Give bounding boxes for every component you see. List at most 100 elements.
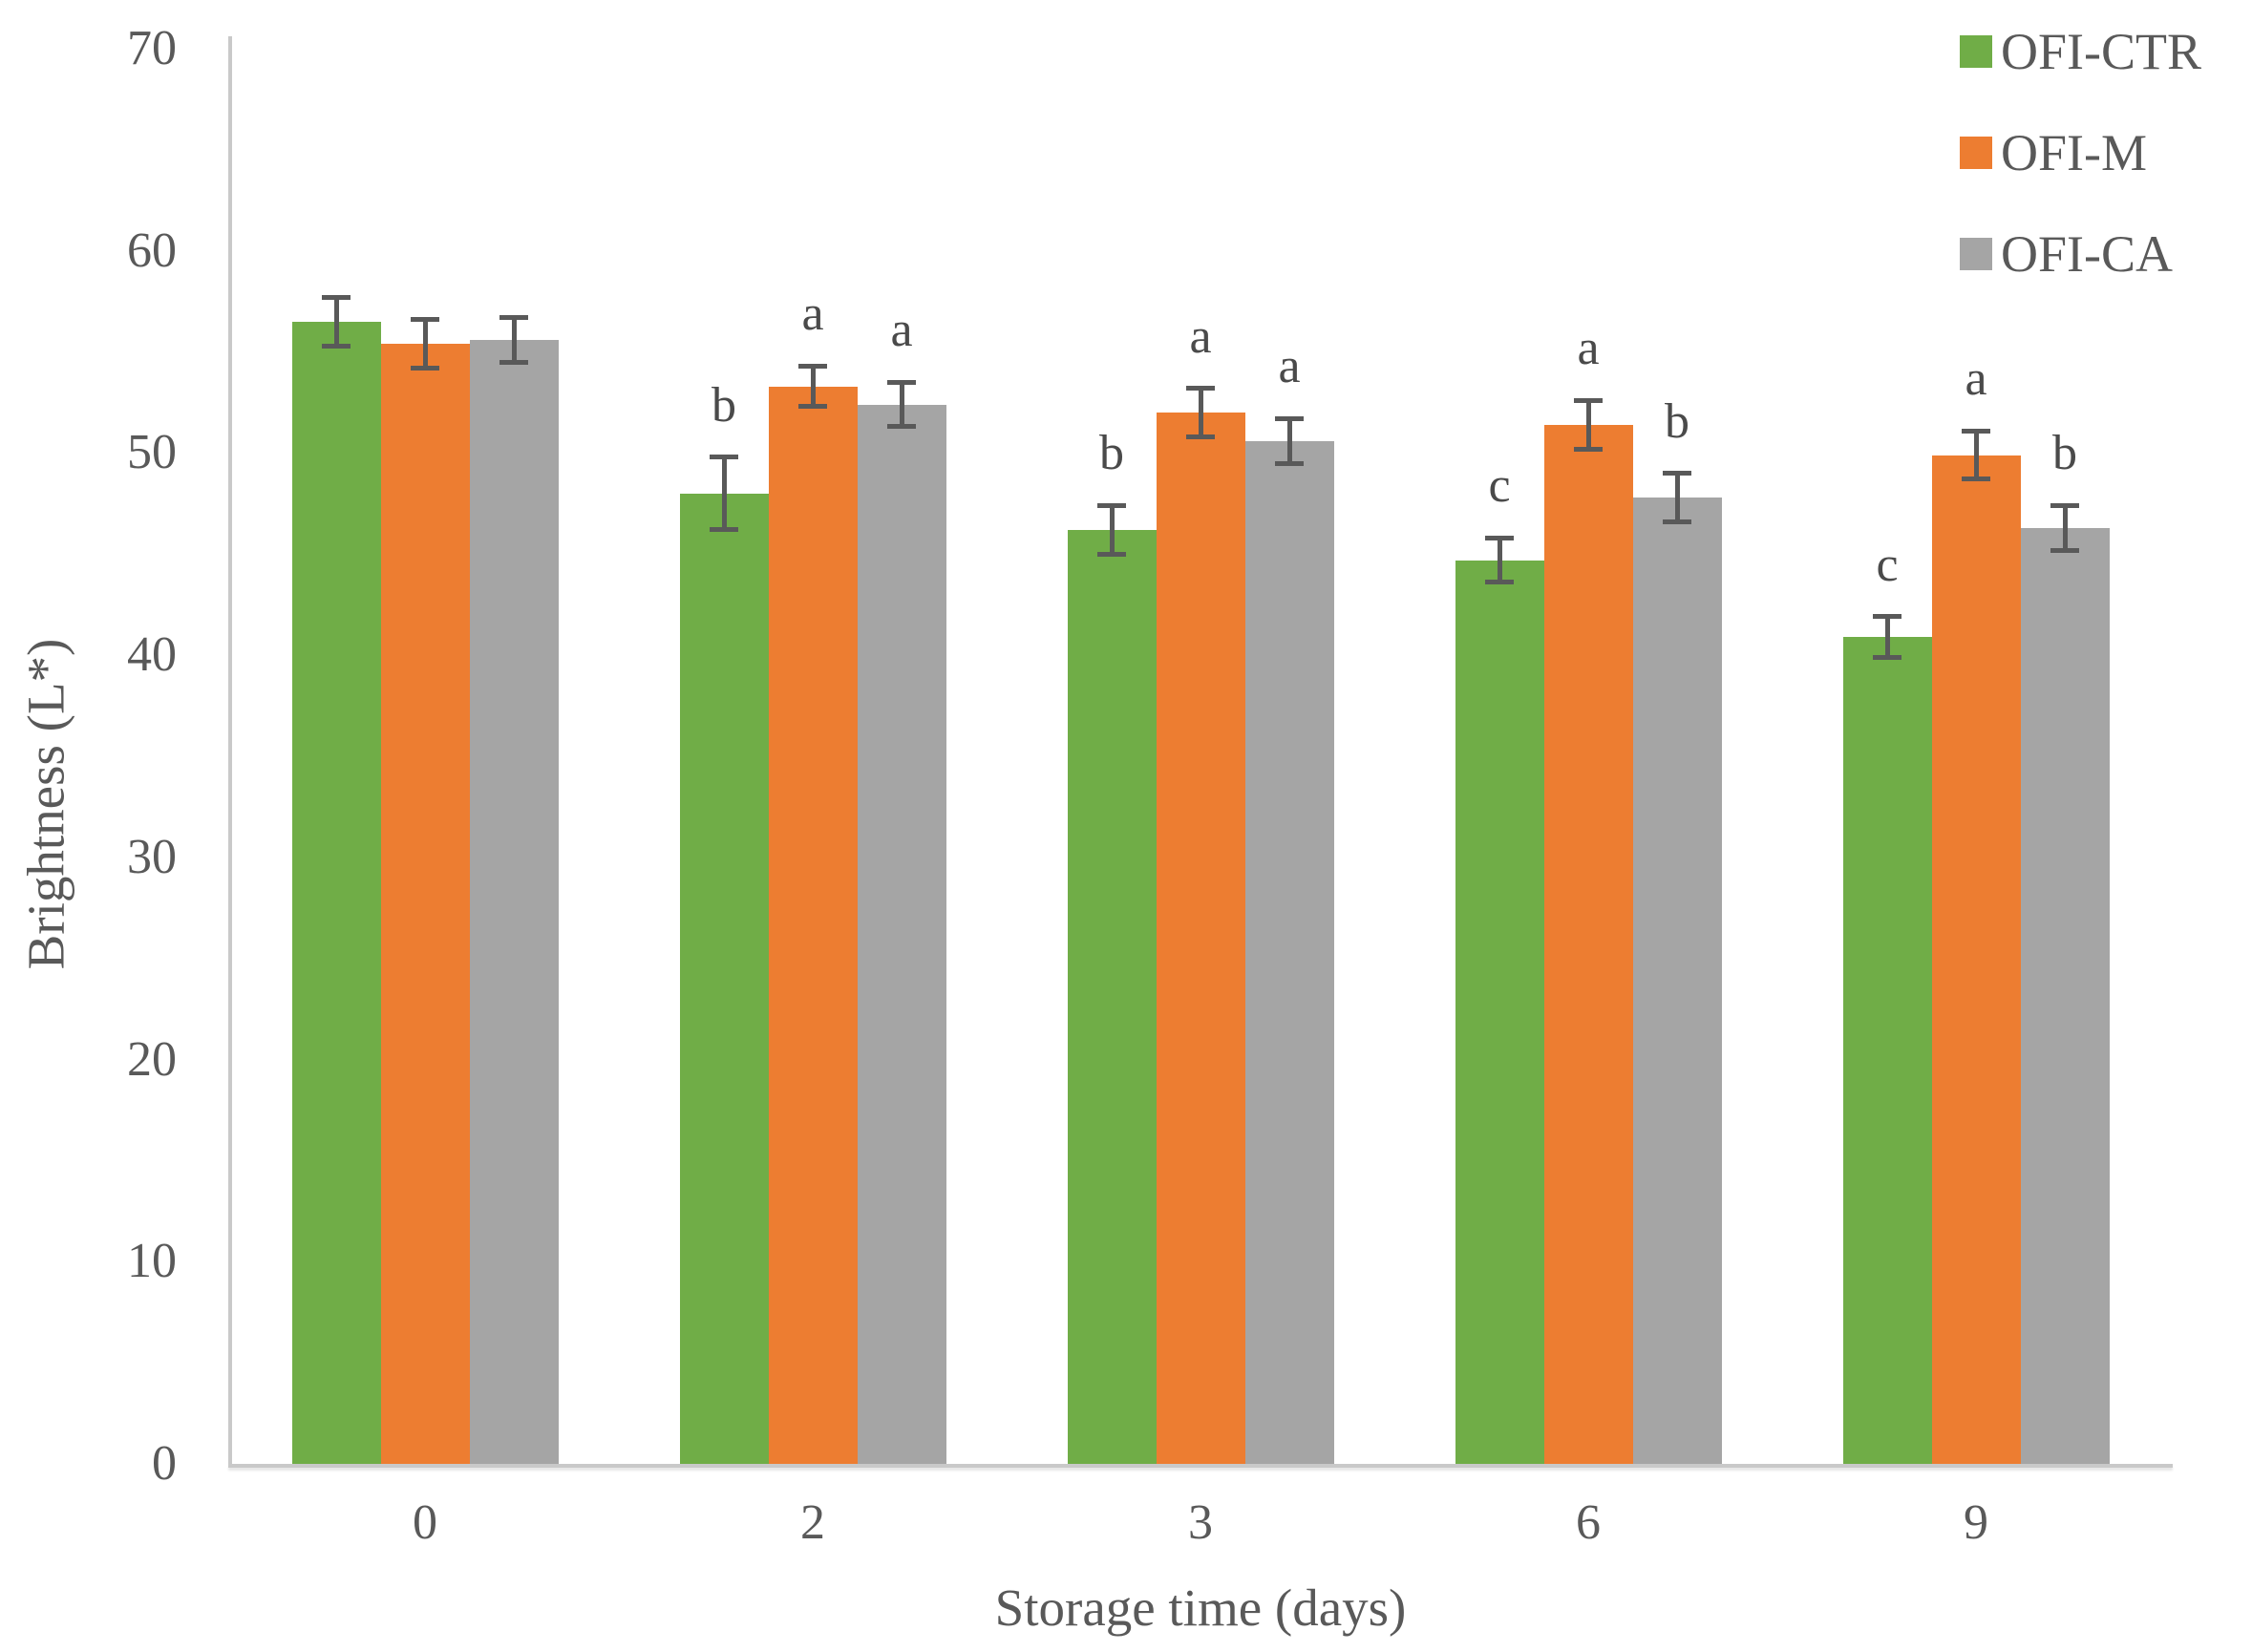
- legend: OFI-CTR OFI-M OFI-CA: [1960, 25, 2201, 281]
- error-bar-cap: [1663, 519, 1691, 524]
- significance-letter: a: [1278, 339, 1301, 394]
- bar-group-day-2: b a a: [679, 49, 946, 1464]
- error-bar-cap: [1962, 428, 1990, 434]
- y-tick-label: 30: [127, 829, 177, 884]
- error-bar: [899, 382, 904, 427]
- error-bar: [1884, 616, 1890, 658]
- y-axis-line: [228, 36, 232, 1468]
- error-bar-cap: [1485, 580, 1514, 585]
- error-bar-cap: [710, 455, 738, 460]
- error-bar-cap: [322, 343, 351, 349]
- error-bar: [810, 366, 816, 407]
- bar-ofi-ctr-day-9: [1842, 637, 1932, 1464]
- x-tick-label: 9: [1964, 1495, 1988, 1550]
- bar-ofi-m-day-6: [1543, 424, 1633, 1464]
- error-bar-cap: [887, 424, 916, 430]
- significance-letter: b: [2052, 426, 2077, 481]
- error-bar-cap: [1097, 551, 1126, 557]
- significance-letter: b: [712, 377, 736, 433]
- bar-ofi-ca-day-6: [1632, 498, 1722, 1464]
- legend-item-ofi-ca: OFI-CA: [1960, 227, 2201, 281]
- bar-group-day-6: c a b: [1455, 49, 1722, 1464]
- error-bar: [1674, 473, 1680, 522]
- y-tick-label: 70: [127, 21, 177, 75]
- y-tick-label: 60: [127, 222, 177, 278]
- plot-area: b a a b a a c a b c a b: [231, 49, 2170, 1464]
- legend-item-ofi-m: OFI-M: [1960, 126, 2201, 180]
- significance-letter: a: [801, 286, 824, 342]
- significance-letter: a: [1965, 351, 1987, 407]
- error-bar-cap: [1873, 614, 1901, 620]
- y-tick-label: 0: [152, 1436, 177, 1491]
- bar-ofi-ca-day-9: [2020, 527, 2110, 1464]
- significance-letter: a: [1577, 321, 1600, 376]
- significance-letter: a: [1189, 308, 1212, 364]
- error-bar-cap: [499, 359, 528, 365]
- legend-label: OFI-M: [2001, 124, 2148, 181]
- bar-ofi-ctr-day-6: [1455, 560, 1544, 1464]
- error-bar-cap: [710, 527, 738, 533]
- legend-label: OFI-CA: [2001, 225, 2174, 283]
- legend-swatch-ofi-ca: [1960, 238, 1992, 270]
- error-bar: [1109, 505, 1115, 555]
- bar-ofi-ctr-day-3: [1067, 529, 1157, 1464]
- error-bar: [1585, 400, 1591, 450]
- error-bar-cap: [322, 294, 351, 300]
- significance-letter: c: [1876, 537, 1899, 592]
- significance-letter: c: [1488, 458, 1511, 514]
- bar-group-day-0: [291, 49, 559, 1464]
- error-bar: [1198, 388, 1203, 437]
- significance-letter: b: [1665, 393, 1689, 449]
- error-bar-cap: [1574, 397, 1603, 403]
- error-bar-cap: [1485, 535, 1514, 540]
- error-bar-cap: [1663, 471, 1691, 477]
- legend-item-ofi-ctr: OFI-CTR: [1960, 25, 2201, 78]
- bar-ofi-ctr-day-0: [291, 321, 381, 1464]
- error-bar: [511, 317, 517, 363]
- error-bar: [1286, 418, 1292, 464]
- bar-ofi-ca-day-2: [857, 404, 946, 1464]
- error-bar-cap: [887, 379, 916, 385]
- error-bar-cap: [1574, 446, 1603, 452]
- x-tick-label: 3: [1188, 1495, 1213, 1550]
- x-tick-label: 6: [1576, 1495, 1601, 1550]
- legend-swatch-ofi-m: [1960, 137, 1992, 169]
- y-tick-label: 20: [127, 1031, 177, 1087]
- x-tick-label: 2: [800, 1495, 825, 1550]
- bar-ofi-ctr-day-2: [679, 493, 769, 1464]
- bar-ofi-m-day-3: [1156, 413, 1245, 1464]
- significance-letter: a: [890, 303, 913, 358]
- legend-swatch-ofi-ctr: [1960, 35, 1992, 68]
- error-bar: [2062, 505, 2068, 551]
- error-bar-cap: [2050, 547, 2079, 553]
- significance-letter: b: [1099, 426, 1124, 481]
- x-axis-title: Storage time (days): [994, 1578, 1407, 1637]
- error-bar-cap: [1873, 654, 1901, 660]
- x-tick-label: 0: [413, 1495, 437, 1550]
- error-bar-cap: [1186, 386, 1215, 392]
- x-axis-line: [228, 1464, 2173, 1468]
- bar-group-day-3: b a a: [1067, 49, 1334, 1464]
- error-bar-cap: [1275, 415, 1304, 421]
- error-bar-cap: [411, 317, 439, 323]
- bar-ofi-m-day-9: [1931, 455, 2021, 1464]
- error-bar: [721, 456, 727, 530]
- error-bar-cap: [499, 315, 528, 321]
- error-bar-cap: [1097, 502, 1126, 508]
- error-bar-cap: [1275, 460, 1304, 466]
- error-bar-cap: [2050, 502, 2079, 508]
- error-bar-cap: [411, 366, 439, 371]
- bar-ofi-m-day-2: [768, 386, 858, 1464]
- error-bar-cap: [1186, 434, 1215, 439]
- y-tick-label: 10: [127, 1234, 177, 1289]
- error-bar: [422, 319, 428, 369]
- bar-ofi-m-day-0: [380, 344, 470, 1464]
- legend-label: OFI-CTR: [2001, 23, 2202, 80]
- bar-group-day-9: c a b: [1842, 49, 2110, 1464]
- y-tick-label: 40: [127, 627, 177, 683]
- error-bar-cap: [798, 363, 827, 369]
- error-bar-cap: [798, 404, 827, 410]
- bar-ofi-ca-day-0: [469, 339, 559, 1464]
- error-bar: [333, 297, 339, 347]
